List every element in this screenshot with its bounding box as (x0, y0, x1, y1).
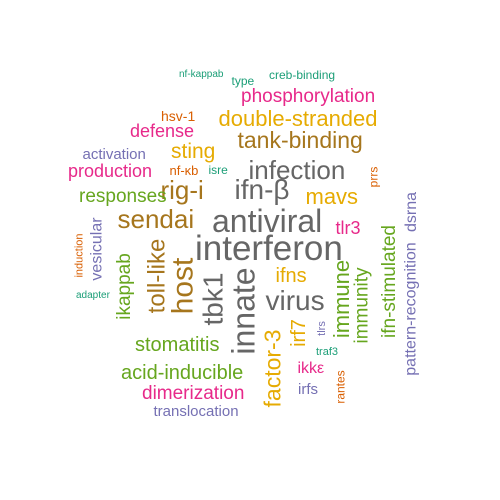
word-induction: induction (73, 232, 86, 278)
word-pattern-recognition: pattern-recognition (402, 242, 420, 376)
word-prrs: prrs (365, 166, 380, 188)
word-interferon: interferon (195, 228, 343, 268)
word-hsv-1: hsv-1 (161, 108, 196, 124)
word-innate: innate (225, 267, 262, 355)
word-adapter: adapter (76, 290, 110, 301)
word-nf-kappab: nf-kappab (179, 69, 224, 80)
word-ifn-beta: ifn-β (234, 174, 290, 205)
word-immunity: immunity (351, 266, 373, 344)
word-phosphorylation: phosphorylation (241, 85, 376, 107)
word-ikk-epsilon: ikkε (297, 360, 325, 377)
word-irf7: irf7 (287, 319, 310, 347)
word-defense: defense (130, 121, 195, 141)
word-vesicular: vesicular (88, 217, 106, 281)
word-host: host (165, 257, 199, 315)
word-ifn-stimulated: ifn-stimulated (378, 224, 400, 338)
word-sting: sting (171, 139, 216, 163)
word-dimerization: dimerization (142, 382, 245, 404)
word-mavs: mavs (305, 184, 359, 209)
word-tlr3: tlr3 (335, 218, 361, 238)
word-production: production (68, 161, 153, 181)
word-stomatitis: stomatitis (135, 334, 220, 356)
word-tank-binding: tank-binding (237, 126, 363, 153)
word-ikappab: ikappab (113, 252, 135, 320)
word-rantes: rantes (333, 370, 348, 404)
word-antiviral: antiviral (212, 203, 323, 239)
word-rig-i: rig-i (160, 175, 204, 205)
word-ifns: ifns (275, 265, 307, 287)
word-immune: immune (329, 259, 355, 339)
word-double-stranded: double-stranded (218, 106, 378, 131)
word-acid-inducible: acid-inducible (121, 362, 244, 384)
word-factor-3: factor-3 (259, 329, 286, 407)
word-sendai: sendai (117, 204, 195, 234)
word-virus: virus (265, 285, 325, 316)
word-isre: isre (208, 163, 228, 177)
word-tlrs: tlrs (315, 320, 328, 336)
word-type: type (231, 74, 255, 88)
word-creb-binding: creb-binding (269, 68, 336, 82)
word-infection: infection (248, 155, 346, 185)
word-tbk1: tbk1 (196, 272, 228, 326)
word-nf-kb: nf-κb (169, 162, 199, 178)
word-activation: activation (82, 145, 146, 163)
word-toll-like: toll-like (142, 238, 170, 314)
word-irfs: irfs (298, 380, 318, 398)
word-translocation: translocation (153, 402, 239, 420)
word-responses: responses (79, 185, 167, 207)
word-dsrna: dsrna (403, 191, 421, 233)
word-traf3: traf3 (316, 345, 339, 358)
